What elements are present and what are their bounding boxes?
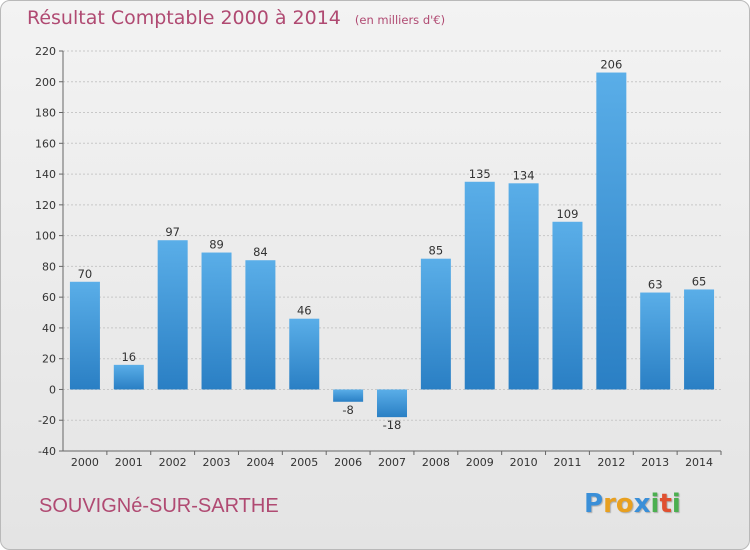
logo-letter: x — [633, 489, 651, 519]
y-tick-label: 40 — [42, 322, 56, 335]
data-label-2001: 16 — [121, 350, 136, 364]
title-row: Résultat Comptable 2000 à 2014 (en milli… — [27, 7, 445, 29]
y-tick-label: 220 — [35, 45, 56, 58]
data-label-2002: 97 — [165, 225, 180, 239]
y-tick-label: -20 — [38, 414, 56, 427]
x-tick-label: 2004 — [246, 456, 274, 469]
axes: -40 -20 0 20 40 60 80 100 120 140 160 180 200 220 2000… — [35, 45, 722, 469]
bar-2004 — [245, 260, 276, 390]
chart-subtitle: (en milliers d'€) — [354, 13, 446, 27]
bar-2012 — [596, 72, 627, 390]
data-label-2004: 84 — [253, 245, 268, 259]
y-tick-label: 200 — [35, 76, 56, 89]
y-tick-label: -40 — [38, 445, 56, 458]
y-tick-label: 20 — [42, 353, 56, 366]
city-name: SOUVIGNé-SUR-SARTHE — [39, 495, 279, 517]
bar-2006 — [333, 389, 364, 402]
data-label-2007: -18 — [383, 418, 402, 432]
bar-2000 — [69, 281, 100, 390]
y-tick-label: 60 — [42, 291, 56, 304]
x-tick-label: 2002 — [159, 456, 187, 469]
data-label-2003: 89 — [209, 238, 224, 252]
data-label-2006: -8 — [342, 403, 353, 417]
bar-2011 — [552, 221, 583, 390]
data-label-2012: 206 — [600, 58, 622, 72]
x-tick-label: 2005 — [290, 456, 318, 469]
x-tick-label: 2009 — [466, 456, 494, 469]
x-tick-label: 2013 — [641, 456, 669, 469]
y-tick-label: 140 — [35, 168, 56, 181]
bar-2003 — [201, 252, 232, 390]
chart-title: Résultat Comptable 2000 à 2014 — [27, 7, 341, 29]
logo-letter: r — [603, 489, 616, 519]
y-tick-label: 100 — [35, 230, 56, 243]
x-tick-label: 2008 — [422, 456, 450, 469]
x-tick-label: 2010 — [510, 456, 538, 469]
logo-letter: t — [659, 489, 672, 519]
data-label-2009: 135 — [469, 167, 491, 181]
x-tick-label: 2006 — [334, 456, 362, 469]
logo-letter: P — [584, 489, 604, 519]
y-tick-label: 80 — [42, 260, 56, 273]
bar-2005 — [289, 318, 320, 390]
data-label-2005: 46 — [297, 304, 312, 318]
data-label-2013: 63 — [648, 278, 663, 292]
bar-2013 — [640, 292, 671, 390]
bar-2010 — [508, 183, 539, 390]
y-tick-label: 120 — [35, 199, 56, 212]
bar-2008 — [420, 258, 451, 390]
x-tick-label: 2001 — [115, 456, 143, 469]
data-label-2010: 134 — [513, 168, 535, 182]
x-tick-label: 2012 — [597, 456, 625, 469]
x-tick-label: 2007 — [378, 456, 406, 469]
logo-letter: o — [615, 489, 634, 519]
y-tick-label: 180 — [35, 107, 56, 120]
x-tick-label: 2014 — [685, 456, 713, 469]
data-label-2008: 85 — [429, 244, 444, 258]
bar-2009 — [464, 181, 495, 390]
proxiti-logo: Proxiti — [584, 489, 681, 519]
bar-2014 — [684, 289, 715, 390]
x-tick-label: 2000 — [71, 456, 99, 469]
data-labels: 70 16 97 89 84 46 -8 -18 85 135 134 109 206 63 65 — [78, 58, 707, 433]
bars — [69, 72, 715, 418]
x-tick-label: 2003 — [203, 456, 231, 469]
logo-letter: i — [671, 489, 681, 519]
bar-2001 — [113, 364, 144, 390]
bar-2002 — [157, 240, 188, 390]
logo-letter: i — [650, 489, 660, 519]
y-tick-label: 160 — [35, 137, 56, 150]
data-label-2000: 70 — [78, 267, 93, 281]
data-label-2014: 65 — [692, 274, 707, 288]
x-tick-label: 2011 — [553, 456, 581, 469]
data-label-2011: 109 — [556, 207, 578, 221]
bar-2007 — [377, 389, 407, 418]
y-tick-label: 0 — [49, 383, 56, 396]
